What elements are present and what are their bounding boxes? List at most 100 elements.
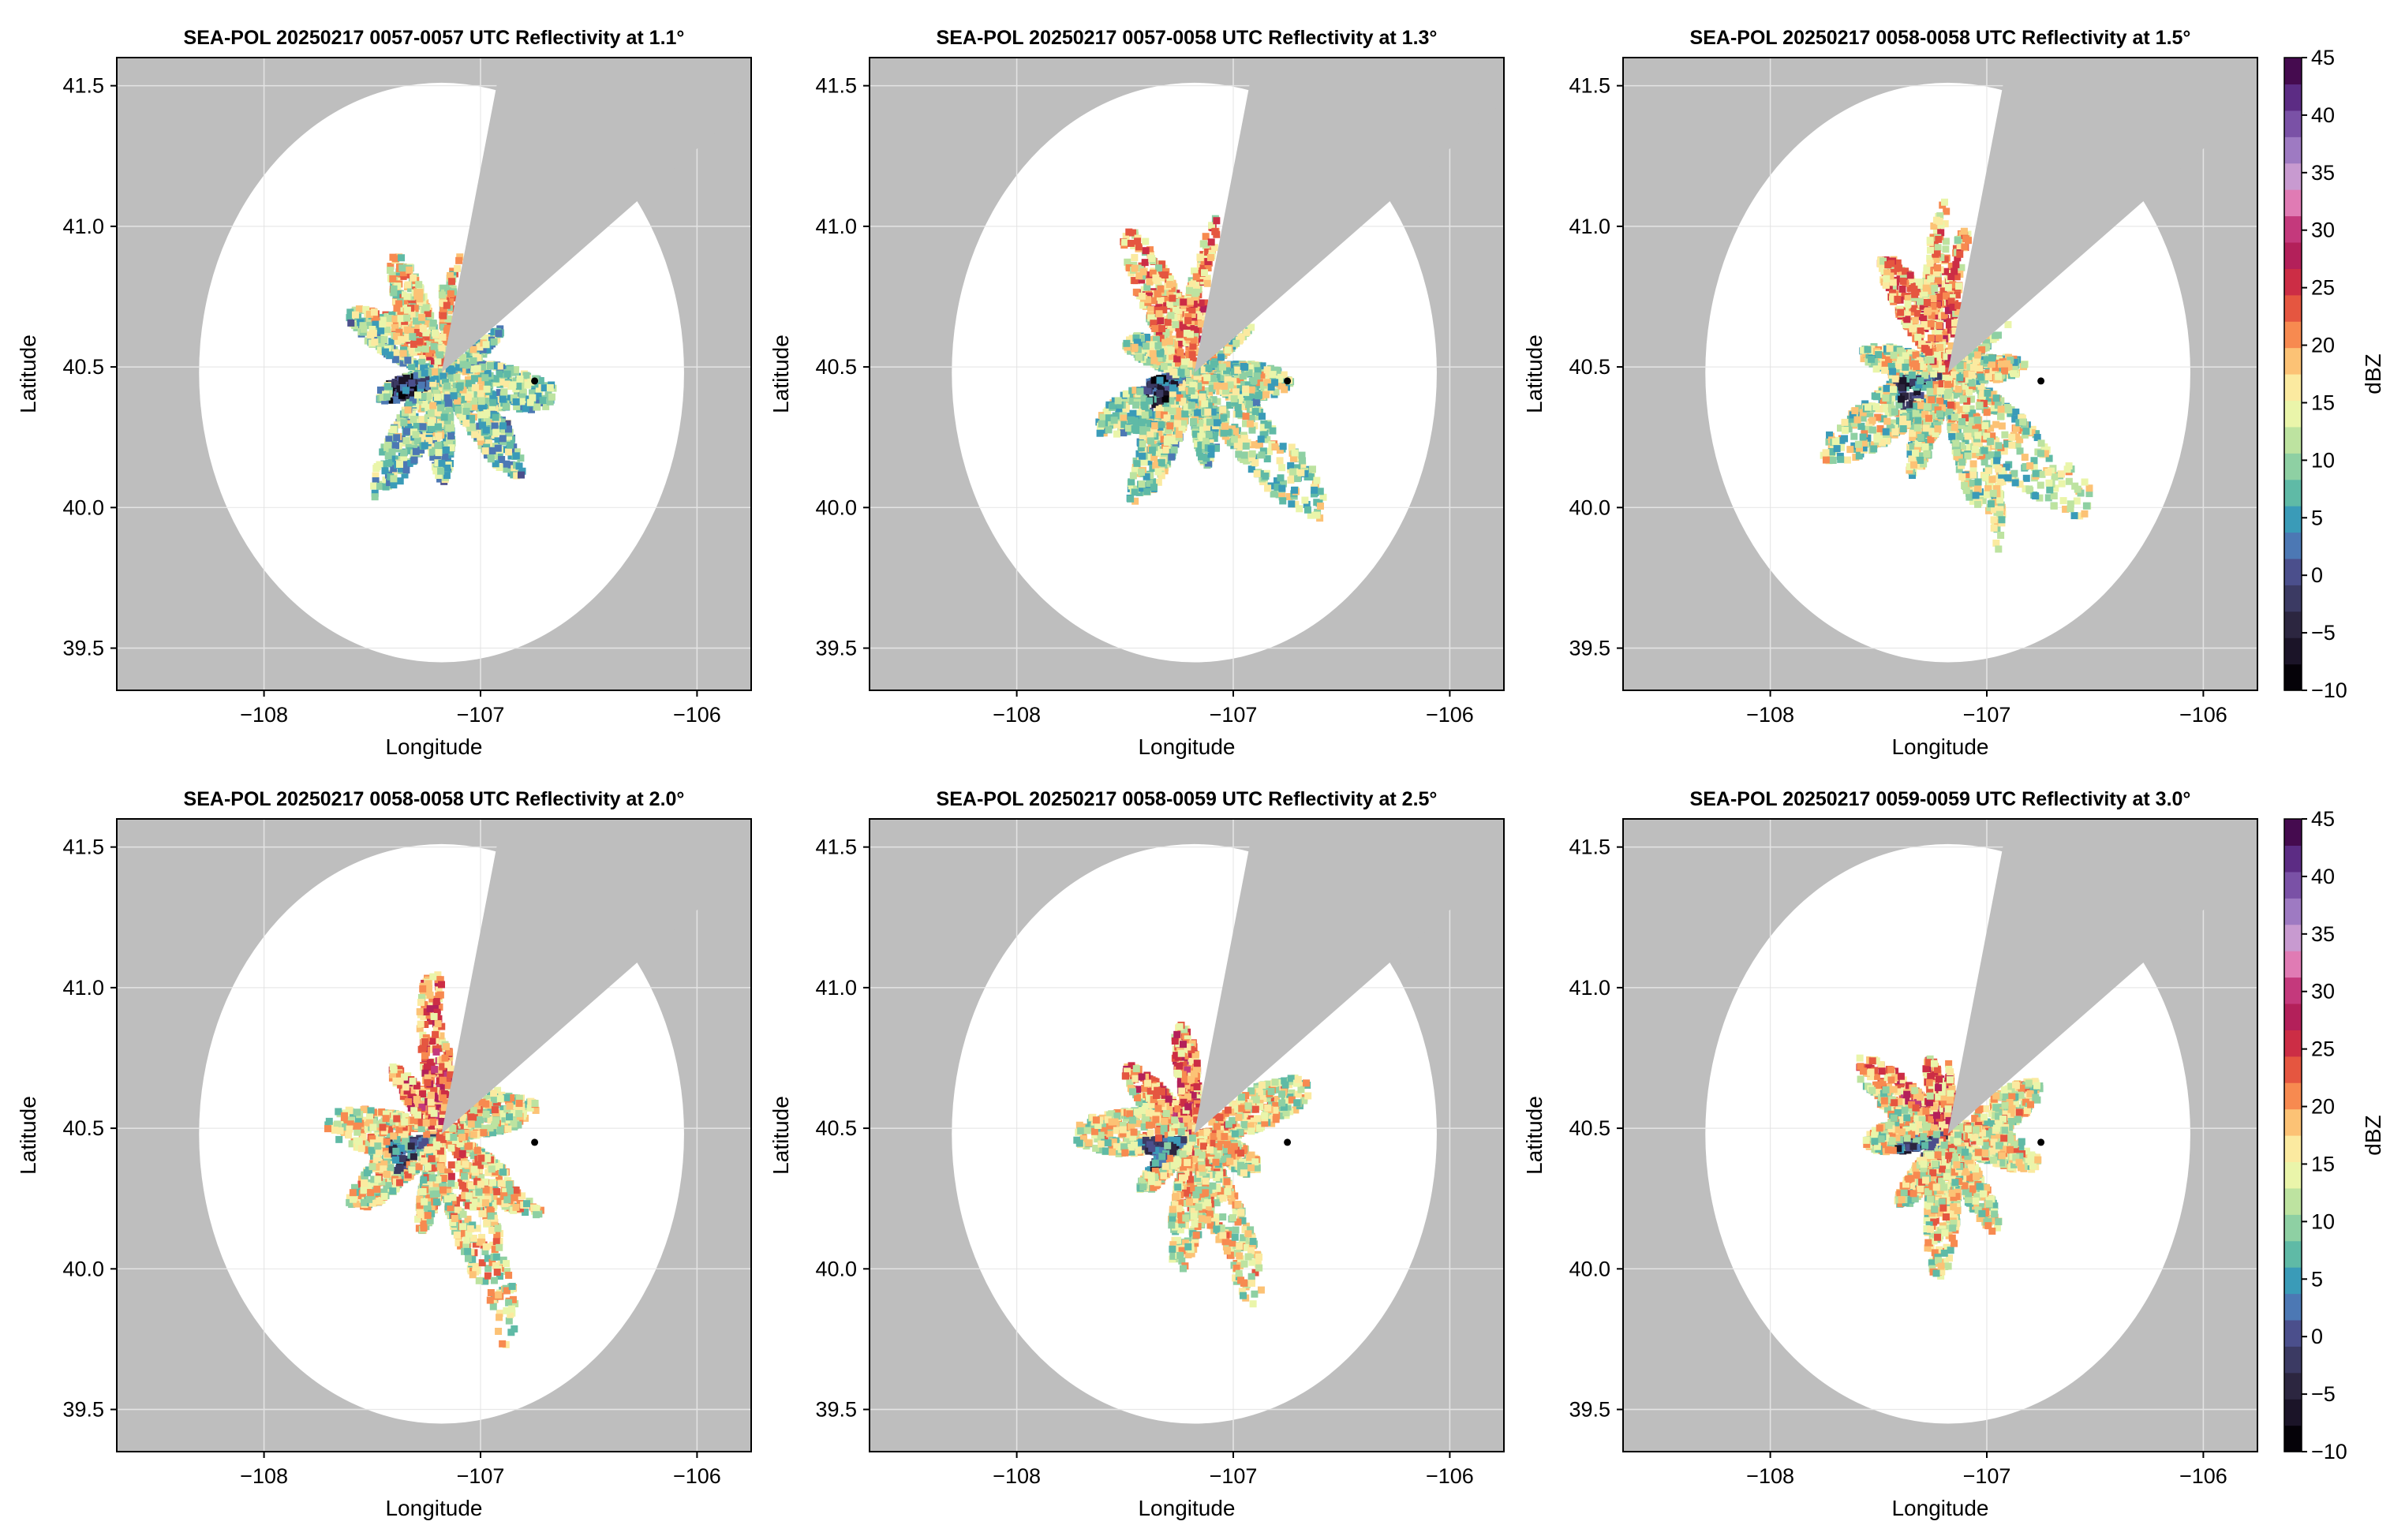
echo-cell (443, 330, 451, 338)
echo-cell (459, 361, 467, 368)
echo-cell (508, 383, 516, 391)
echo-cell (448, 278, 456, 286)
echo-cell (1226, 402, 1234, 409)
echo-cell (414, 323, 422, 331)
echo-cell (1155, 448, 1163, 456)
echo-cell (415, 281, 423, 289)
echo-cell (1135, 415, 1143, 423)
echo-cell (1201, 387, 1209, 394)
echo-cell (1109, 402, 1116, 409)
echo-cell (1163, 414, 1171, 422)
echo-cell (439, 333, 447, 341)
echo-cell (490, 362, 498, 370)
echo-cell (1187, 325, 1195, 333)
echo-cell (1262, 391, 1270, 398)
echo-cell (1152, 462, 1160, 469)
y-tick-label: 41.0 (62, 215, 104, 238)
echo-cell (413, 317, 421, 325)
echo-cell (1146, 380, 1154, 388)
echo-cell (2014, 441, 2022, 449)
echo-cell (414, 344, 422, 352)
echo-cell (1259, 424, 1267, 432)
echo-cell (1245, 369, 1253, 377)
echo-cell (1180, 298, 1188, 306)
echo-cell (403, 306, 411, 314)
echo-cell (1242, 420, 1250, 428)
echo-cell (1158, 472, 1165, 480)
echo-cell (1202, 233, 1210, 241)
echo-cell (391, 349, 399, 357)
echo-cell (1178, 425, 1186, 433)
echo-cell (455, 383, 463, 391)
echo-cell (1249, 404, 1257, 412)
echo-cell (453, 373, 461, 381)
echo-cell (1249, 441, 1257, 449)
echo-cell (1157, 297, 1165, 305)
echo-cell (403, 326, 411, 334)
echo-cell (1221, 382, 1229, 390)
echo-cell (391, 356, 399, 364)
echo-cell (402, 466, 410, 474)
echo-cell (1223, 361, 1231, 369)
echo-cell (1240, 435, 1248, 443)
echo-cell (1263, 379, 1271, 387)
echo-cell (482, 341, 490, 349)
echo-cell (1135, 272, 1143, 280)
echo-cell (399, 359, 407, 367)
echo-cell (404, 271, 412, 278)
echo-cell (1150, 341, 1158, 349)
echo-cell (1185, 376, 1193, 384)
echo-cell (1169, 390, 1176, 398)
echo-cell (1154, 478, 1162, 486)
echo-cell (427, 418, 435, 426)
echo-cell (1204, 408, 1212, 416)
echo-cell (1114, 416, 1122, 424)
echo-cell (404, 357, 412, 364)
echo-cell (527, 378, 535, 386)
echo-cell (1247, 386, 1255, 394)
echo-cell (438, 359, 446, 367)
echo-cell (1185, 360, 1193, 368)
echo-cell (443, 472, 451, 480)
echo-cell (462, 368, 469, 376)
echo-cell (526, 398, 534, 406)
echo-cell (1257, 435, 1265, 443)
echo-cell (1174, 293, 1182, 301)
echo-cell (1168, 353, 1176, 361)
echo-cell (429, 320, 437, 327)
echo-cell (498, 418, 506, 426)
echo-cell (1170, 379, 1178, 387)
echo-cell (507, 452, 515, 460)
echo-cell (1172, 306, 1180, 314)
echo-cell (438, 459, 446, 467)
echo-cell (1145, 453, 1153, 461)
echo-cell (351, 306, 359, 314)
echo-cell (393, 396, 401, 404)
echo-cell (434, 459, 442, 467)
echo-cell (1200, 258, 1208, 266)
echo-cell (1226, 439, 1234, 447)
echo-cell (1143, 435, 1150, 443)
echo-cell (383, 443, 391, 451)
echo-cell (443, 394, 451, 402)
echo-cell (1243, 328, 1251, 336)
echo-cell (434, 357, 442, 365)
echo-cell (1201, 269, 1209, 277)
echo-cell (477, 438, 485, 446)
echo-cell (435, 449, 443, 457)
echo-cell (1121, 238, 1129, 246)
echo-cell (1210, 244, 1218, 252)
echo-cell (454, 406, 462, 414)
echo-cell (499, 395, 507, 403)
echo-cell (1220, 429, 1228, 437)
echo-cell (1254, 367, 1262, 375)
echo-cell (1861, 425, 1868, 433)
echo-cell (396, 357, 404, 364)
echo-cell (405, 423, 413, 431)
echo-cell (420, 364, 428, 372)
echo-cell (1150, 320, 1158, 327)
echo-cell (386, 479, 394, 487)
echo-cell (400, 419, 408, 427)
echo-cell (1143, 334, 1150, 342)
echo-cell (1128, 391, 1135, 398)
